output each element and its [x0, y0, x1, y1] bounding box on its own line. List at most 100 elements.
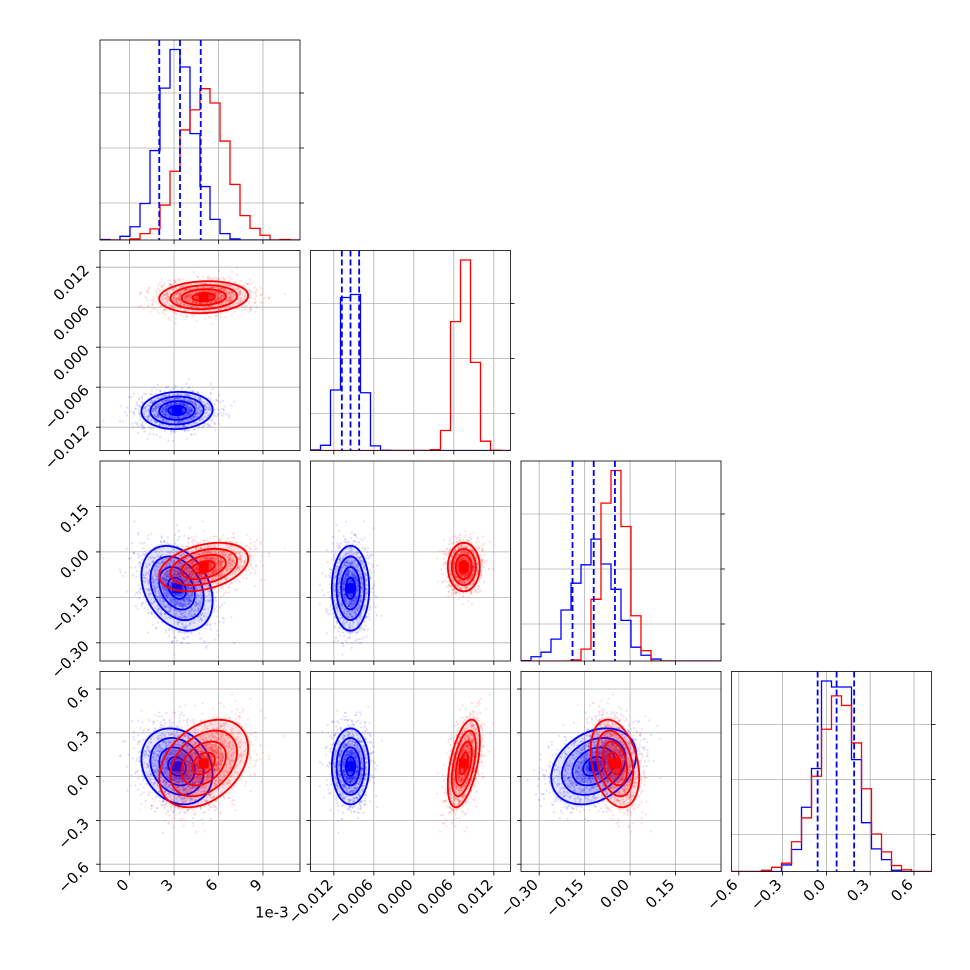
sample-point: [216, 399, 219, 402]
sample-point: [225, 299, 229, 302]
sample-point: [228, 296, 231, 299]
sample-point: [202, 424, 206, 427]
sample-point: [216, 283, 219, 286]
sample-point: [194, 406, 198, 409]
sample-point: [236, 288, 239, 291]
sample-point: [229, 295, 232, 298]
sample-point: [173, 281, 176, 285]
sample-point: [175, 300, 178, 303]
sample-point: [207, 289, 210, 293]
sample-point: [169, 409, 172, 413]
sample-point: [202, 285, 206, 288]
sample-point: [222, 412, 225, 415]
sample-point: [171, 416, 174, 420]
sample-point: [186, 410, 190, 413]
sample-point: [213, 622, 217, 625]
sample-point: [134, 593, 137, 597]
sample-point: [153, 414, 156, 417]
sample-point: [195, 403, 198, 406]
sample-point: [160, 535, 163, 538]
sample-point: [161, 406, 164, 409]
sample-point: [170, 415, 173, 418]
sample-point: [219, 287, 222, 291]
sample-point: [184, 288, 187, 291]
sample-point: [147, 408, 150, 412]
sample-point: [188, 295, 191, 298]
sample-point: [180, 285, 183, 288]
sample-point: [228, 291, 231, 294]
sample-point: [194, 412, 198, 415]
sample-point: [170, 415, 174, 418]
sample-point: [168, 415, 172, 418]
sample-point: [186, 406, 189, 409]
sample-point: [208, 294, 211, 298]
sample-point: [187, 378, 190, 381]
sample-point: [230, 299, 233, 302]
sample-point: [189, 409, 192, 412]
sample-point: [134, 407, 137, 410]
sample-point: [175, 300, 178, 303]
sample-point: [140, 400, 143, 403]
sample-point: [183, 296, 186, 300]
sample-point: [135, 401, 138, 404]
sample-point: [171, 303, 174, 307]
sample-point: [163, 399, 166, 402]
sample-point: [195, 410, 199, 413]
sample-point: [141, 547, 145, 550]
sample-point: [212, 277, 215, 280]
sample-point: [228, 298, 231, 302]
sample-point: [175, 297, 179, 300]
sample-point: [178, 415, 182, 418]
sample-point: [209, 405, 212, 408]
sample-point: [182, 290, 185, 293]
sample-point: [172, 296, 175, 299]
sample-point: [177, 294, 180, 297]
sample-point: [172, 630, 175, 634]
sample-point: [156, 415, 159, 418]
sample-point: [180, 642, 183, 645]
sample-point: [144, 409, 147, 412]
sample-point: [173, 297, 176, 300]
sample-point: [234, 294, 237, 297]
sample-point: [163, 294, 166, 297]
sample-point: [179, 420, 182, 424]
sample-point: [162, 662, 164, 664]
sample-point: [198, 310, 201, 313]
sample-point: [185, 437, 189, 440]
sample-point: [195, 406, 198, 410]
sample-point: [118, 420, 122, 423]
sample-point: [165, 385, 168, 388]
sample-point: [173, 398, 176, 401]
sample-point: [169, 408, 172, 411]
sample-point: [207, 406, 210, 409]
sample-point: [140, 604, 143, 607]
sample-point: [176, 398, 179, 401]
sample-point: [166, 295, 169, 298]
sample-point: [183, 284, 186, 288]
sample-point: [232, 293, 235, 296]
sample-point: [155, 434, 158, 437]
sample-point: [239, 297, 242, 300]
sample-point: [162, 295, 165, 298]
sample-point: [130, 422, 134, 425]
sample-point: [163, 308, 166, 311]
sample-point: [164, 410, 167, 413]
sample-point: [174, 421, 177, 424]
sample-point: [161, 400, 164, 403]
sample-point: [190, 410, 193, 413]
sample-point: [169, 402, 172, 405]
sample-point: [195, 416, 198, 419]
sample-point: [186, 304, 189, 307]
sample-point: [162, 394, 165, 397]
sample-point: [208, 290, 211, 293]
sample-point: [135, 569, 138, 573]
sample-point: [189, 294, 192, 297]
sample-point: [154, 409, 157, 412]
sample-point: [198, 419, 201, 422]
sample-point: [161, 296, 165, 299]
sample-point: [193, 428, 196, 431]
sample-point: [156, 403, 159, 407]
sample-point: [191, 299, 194, 303]
sample-point: [185, 412, 188, 416]
sample-point: [194, 412, 198, 415]
